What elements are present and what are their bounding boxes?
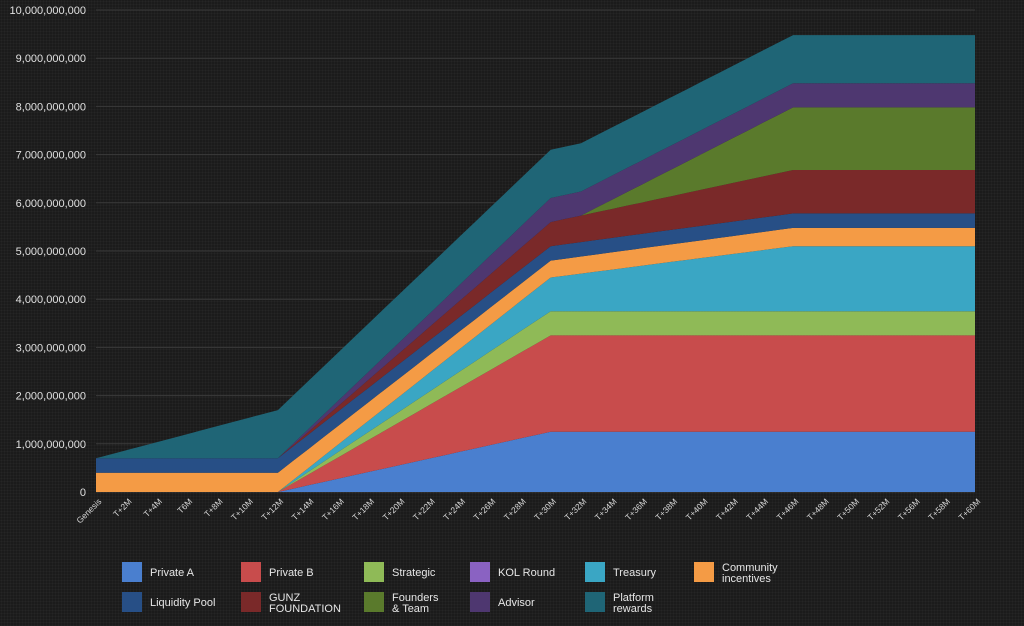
legend-label: GUNZ FOUNDATION (269, 592, 341, 615)
legend-swatch (470, 562, 490, 582)
x-tick-label: T+10M (229, 496, 255, 522)
area-liquidity-pool (96, 213, 975, 473)
x-tick-label: T6M (175, 496, 194, 515)
area-platform-rewards (96, 35, 975, 459)
area-layer (96, 35, 975, 492)
x-tick-label: T+50M (835, 496, 861, 522)
legend-label: Private A (150, 567, 195, 579)
legend-swatch (585, 592, 605, 612)
x-tick-label: T+18M (350, 496, 376, 522)
legend: Private A Private B Strategic KOL Round Trea… (122, 562, 778, 615)
x-tick-label: T+46M (775, 496, 801, 522)
x-tick-label: T+4M (141, 496, 164, 519)
legend-swatch (241, 562, 261, 582)
y-tick-label: 0 (80, 487, 86, 499)
x-tick-label: T+56M (896, 496, 922, 522)
x-tick-label: T+30M (532, 496, 558, 522)
legend-label: KOL Round (498, 567, 555, 579)
y-tick-label: 10,000,000,000 (10, 5, 86, 17)
x-tick-label: T+24M (441, 496, 467, 522)
legend-label: Community incentives (722, 562, 778, 585)
y-tick-label: 2,000,000,000 (16, 391, 86, 403)
x-tick-label: Genesis (74, 496, 103, 525)
legend-label: Founders & Team (392, 592, 439, 615)
legend-swatch (364, 592, 384, 612)
x-tick-label: T+44M (744, 496, 770, 522)
x-tick-label: T+36M (623, 496, 649, 522)
legend-label: Liquidity Pool (150, 597, 215, 609)
area-gunz-foundation (96, 170, 975, 459)
y-tick-label: 4,000,000,000 (16, 294, 86, 306)
x-tick-label: T+60M (956, 496, 982, 522)
legend-label: Advisor (498, 597, 535, 609)
x-tick-label: T+28M (502, 496, 528, 522)
legend-swatch (694, 562, 714, 582)
x-tick-label: T+48M (805, 496, 831, 522)
x-tick-label: T+2M (111, 496, 134, 519)
area-private-b (96, 335, 975, 492)
x-tick-label: T+40M (684, 496, 710, 522)
x-tick-label: T+12M (259, 496, 285, 522)
legend-swatch (122, 562, 142, 582)
x-tick-label: T+42M (714, 496, 740, 522)
x-tick-label: T+26M (471, 496, 497, 522)
y-tick-label: 8,000,000,000 (16, 101, 86, 113)
y-tick-label: 6,000,000,000 (16, 198, 86, 210)
legend-swatch (122, 592, 142, 612)
x-tick-label: T+38M (653, 496, 679, 522)
area-founders-team (96, 107, 975, 459)
legend-label: Platform rewards (613, 592, 654, 615)
x-tick-label: T+16M (320, 496, 346, 522)
y-tick-label: 9,000,000,000 (16, 53, 86, 65)
area-private-a (96, 431, 975, 492)
area-strategic (96, 311, 975, 492)
legend-swatch (364, 562, 384, 582)
x-tick-label: T+58M (926, 496, 952, 522)
x-tick-label: T+34M (593, 496, 619, 522)
area-treasury (96, 246, 975, 492)
legend-label: Strategic (392, 567, 436, 579)
x-tick-label: T+14M (290, 496, 316, 522)
legend-label: Private B (269, 567, 314, 579)
x-tick-label: T+32M (562, 496, 588, 522)
x-tick-label: T+8M (202, 496, 225, 519)
y-tick-label: 1,000,000,000 (16, 439, 86, 451)
x-tick-label: T+52M (866, 496, 892, 522)
legend-swatch (241, 592, 261, 612)
area-community-incentives (96, 227, 975, 492)
y-tick-label: 7,000,000,000 (16, 150, 86, 162)
x-tick-label: T+20M (381, 496, 407, 522)
x-axis: Genesis T+2M T+4M T6M T+8M T+10M T+12M T+14M T+1… (74, 496, 982, 525)
legend-swatch (470, 592, 490, 612)
legend-label: Treasury (613, 567, 656, 579)
x-tick-label: T+22M (411, 496, 437, 522)
y-tick-label: 3,000,000,000 (16, 342, 86, 354)
y-tick-label: 5,000,000,000 (16, 246, 86, 258)
y-axis: 0 1,000,000,000 2,000,000,000 3,000,000,000… (10, 5, 86, 499)
legend-swatch (585, 562, 605, 582)
